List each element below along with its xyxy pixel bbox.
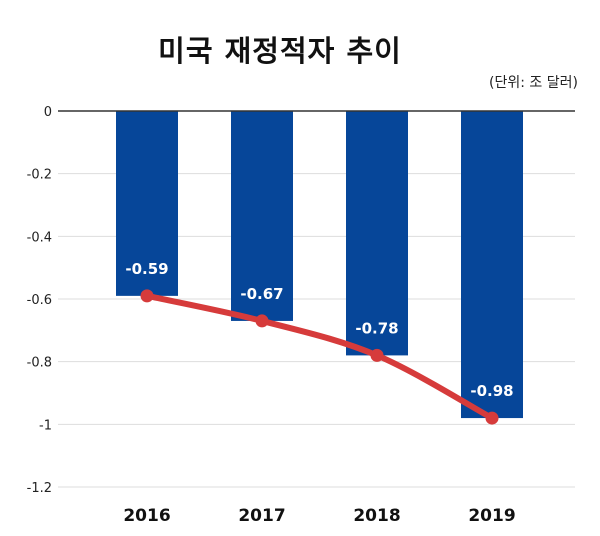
y-tick-label: -0.4 <box>27 230 52 245</box>
bar <box>461 111 523 419</box>
y-tick-label: 0 <box>44 105 52 120</box>
x-tick-label: 2017 <box>238 506 285 526</box>
bar <box>116 111 178 296</box>
x-tick-label: 2018 <box>353 506 400 526</box>
trend-line <box>144 292 495 422</box>
data-label: -0.98 <box>470 382 513 400</box>
data-label: -0.78 <box>355 319 398 337</box>
y-tick-label: -1.2 <box>27 481 52 496</box>
chart-title: 미국 재정적자 추이 <box>158 34 402 68</box>
y-tick-label: -0.2 <box>27 168 52 183</box>
x-tick-label: 2019 <box>468 506 515 526</box>
data-label: -0.67 <box>240 285 283 303</box>
y-tick-label: -0.8 <box>27 356 52 371</box>
trend-point <box>140 289 154 303</box>
y-tick-label: -0.6 <box>27 293 52 308</box>
y-tick-label: -1 <box>39 418 52 433</box>
bar <box>231 111 293 321</box>
bar <box>346 111 408 356</box>
x-tick-label: 2016 <box>123 506 170 526</box>
data-label: -0.59 <box>125 260 168 278</box>
trend-point <box>255 314 269 328</box>
unit-note: (단위: 조 달러) <box>489 75 578 91</box>
trend-point <box>485 411 499 425</box>
trend-point <box>370 348 384 362</box>
